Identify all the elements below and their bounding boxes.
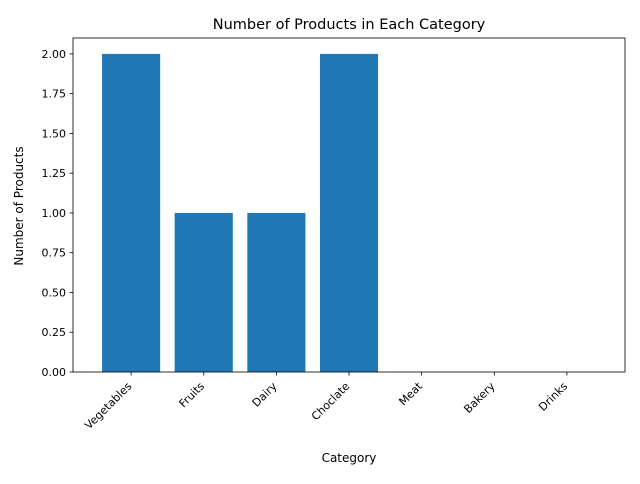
y-axis-ticks: 0.00 0.25 0.50 0.75 1.00 1.25 1.50 1.75 2.00 [42,48,73,379]
x-tick-label: Drinks [536,380,570,414]
bar-fruits [174,212,233,372]
y-tick-label: 0.25 [42,326,67,339]
y-tick-label: 0.50 [42,286,67,299]
chart-title: Number of Products in Each Category [213,17,486,33]
y-tick-label: 1.25 [42,167,67,180]
bar-dairy [247,212,306,372]
y-tick-label: 2.00 [42,48,67,61]
y-axis-label: Number of Products [12,146,26,265]
x-axis-ticks: Vegetables Fruits Dairy Choclate Meat Bakery D… [82,372,570,432]
bar-choclate [319,53,379,373]
x-tick-label: Vegetables [82,380,134,432]
y-tick-label: 1.75 [42,88,67,101]
plot-frame [72,37,626,373]
y-tick-label: 1.00 [42,207,67,220]
y-tick-label: 0.00 [42,366,67,379]
x-tick-label: Dairy [250,379,280,409]
x-tick-label: Bakery [461,379,497,415]
x-axis-label: Category [322,451,377,465]
x-tick-label: Fruits [177,380,208,411]
y-tick-label: 1.50 [42,127,67,140]
bars-group [102,53,379,373]
x-tick-label: Choclate [309,380,353,424]
y-tick-label: 0.75 [42,247,67,260]
x-tick-label: Meat [396,379,425,408]
bar-vegetables [102,53,161,373]
